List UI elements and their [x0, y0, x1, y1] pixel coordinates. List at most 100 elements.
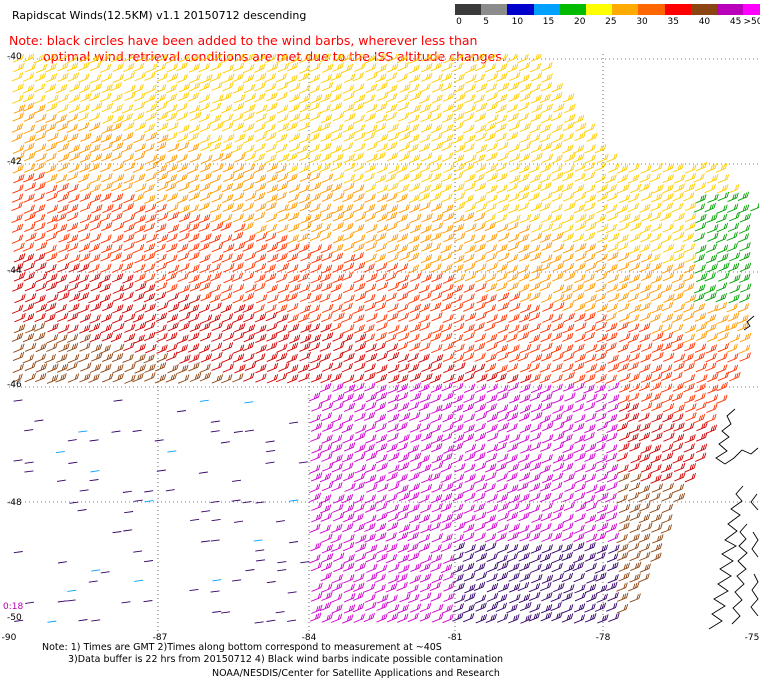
wind-barb: [586, 484, 598, 494]
wind-barb: [419, 184, 431, 194]
wind-barb: [507, 272, 519, 283]
wind-barb: [464, 134, 476, 144]
wind-barb: [166, 131, 178, 142]
wind-barb: [134, 71, 146, 82]
wind-barb: [100, 363, 112, 374]
wind-barb: [407, 363, 420, 373]
wind-barb: [343, 553, 355, 564]
wind-barb: [474, 222, 486, 232]
wind-barb: [496, 364, 508, 374]
wind-barb: [540, 611, 552, 622]
wind-barb: [462, 112, 475, 123]
wind-barb: [674, 472, 686, 482]
wind-barb: [396, 54, 409, 64]
wind-barb: [320, 74, 332, 84]
wind-barb: [485, 294, 497, 304]
wind-barb: [684, 172, 697, 183]
wind-barb: [123, 341, 135, 352]
wind-barb: [344, 112, 356, 122]
wind-barb: [663, 423, 675, 433]
wind-barb: [188, 222, 200, 232]
wind-barb: [573, 524, 585, 534]
wind-barb: [442, 274, 455, 284]
wind-barb: [432, 324, 444, 334]
wind-barb: [473, 322, 485, 332]
wind-barb: [517, 581, 530, 592]
wind-barb: [431, 483, 443, 493]
wind-barb: [474, 243, 486, 253]
wind-barb: [156, 101, 168, 112]
wind-barb: [662, 402, 675, 413]
wind-barb: [91, 204, 103, 214]
wind-barb: [564, 103, 576, 114]
wind-barb: [441, 263, 453, 273]
wind-barb: [638, 431, 651, 442]
wind-barb: [495, 114, 508, 124]
wind-barb: [497, 453, 509, 463]
wind-barb: [123, 529, 133, 532]
wind-barb: [684, 394, 696, 404]
wind-barb: [112, 173, 125, 183]
wind-barb: [187, 132, 199, 142]
wind-barb: [518, 164, 531, 174]
wind-barb: [671, 323, 684, 334]
wind-barb: [485, 613, 497, 624]
wind-barb: [673, 353, 686, 363]
wind-barb: [639, 563, 651, 573]
wind-barb: [639, 262, 651, 273]
wind-barb: [332, 512, 345, 522]
wind-barb: [628, 163, 640, 173]
wind-barb: [407, 584, 419, 594]
wind-barb: [388, 563, 400, 573]
wind-barb: [507, 412, 519, 422]
wind-barb: [311, 254, 323, 264]
wind-barb: [641, 342, 653, 352]
wind-barb: [506, 423, 518, 433]
wind-barb: [23, 173, 35, 183]
wind-barb: [540, 181, 552, 192]
wind-barb: [13, 104, 26, 114]
wind-barb: [651, 413, 663, 423]
wind-barb: [430, 231, 442, 242]
wind-barb: [220, 441, 230, 444]
wind-barb: [509, 214, 521, 224]
wind-barb: [124, 91, 136, 101]
wind-barb: [661, 443, 674, 453]
wind-barb: [605, 174, 617, 184]
wind-barb: [254, 142, 266, 153]
wind-barb: [528, 612, 541, 622]
wind-barb: [705, 291, 717, 302]
wind-barb: [397, 543, 410, 553]
wind-barb: [13, 173, 25, 184]
wind-barb: [408, 64, 420, 74]
wind-barb: [409, 574, 421, 584]
wind-barb: [597, 522, 609, 532]
wind-barb: [111, 273, 124, 283]
wind-barb: [475, 144, 488, 154]
wind-barb: [605, 223, 617, 234]
wind-barb: [124, 313, 136, 323]
wind-barb: [266, 213, 278, 223]
wind-barb: [23, 112, 35, 122]
wind-barb: [255, 232, 268, 242]
wind-barb: [198, 113, 211, 123]
wind-barb: [684, 434, 696, 444]
wind-barb: [388, 324, 400, 334]
wind-barb: [562, 522, 574, 532]
wind-barb: [475, 263, 487, 273]
wind-barb: [200, 54, 212, 62]
wind-barb: [497, 512, 510, 522]
wind-barb: [310, 472, 323, 482]
wind-barb: [430, 332, 442, 342]
wind-barb: [320, 412, 333, 422]
colorbar-swatch: [612, 4, 639, 15]
wind-barb: [265, 303, 277, 314]
wind-barb: [561, 572, 574, 583]
wind-barb: [320, 142, 332, 152]
wind-barb: [421, 152, 433, 162]
wind-barb: [189, 54, 201, 63]
wind-barb: [673, 462, 686, 473]
wind-barb: [178, 302, 191, 312]
wind-barb: [507, 382, 519, 392]
wind-barb: [309, 313, 322, 323]
